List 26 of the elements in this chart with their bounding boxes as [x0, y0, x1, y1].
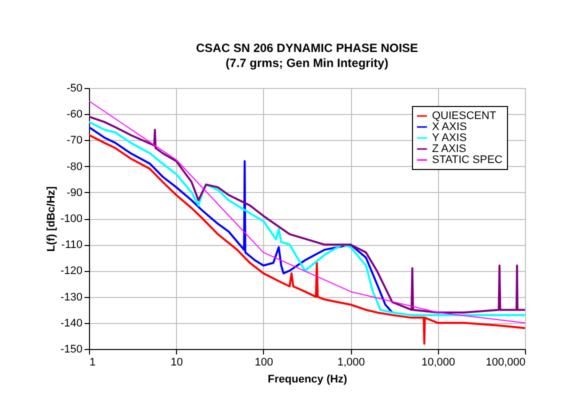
x-tick-label: 10,000	[421, 356, 456, 368]
y-tick-label: -140	[60, 317, 82, 330]
legend-label: X AXIS	[432, 121, 467, 133]
y-tick-label: -130	[60, 291, 82, 304]
x-axis-title: Frequency (Hz)	[268, 374, 348, 386]
chart-subtitle: (7.7 grms; Gen Min Integrity)	[226, 56, 388, 70]
x-tick-label: 100,000	[486, 356, 526, 368]
legend-label: Z AXIS	[432, 143, 466, 155]
x-tick-label: 100	[254, 356, 274, 368]
legend-label: STATIC SPEC	[432, 154, 503, 166]
y-tick-label: -150	[60, 344, 82, 356]
y-tick-label: -50	[66, 82, 82, 94]
x-tick-label: 1	[90, 356, 96, 368]
y-tick-label: -110	[61, 239, 82, 252]
y-axis-title: L(f) [dBc/Hz]	[45, 186, 58, 252]
y-tick-label: -100	[60, 213, 82, 225]
legend-label: Y AXIS	[432, 132, 467, 144]
y-tick-label: -80	[66, 160, 82, 173]
legend-label: QUIESCENT	[432, 110, 496, 122]
y-tick-label: -60	[66, 108, 82, 121]
y-tick-label: -70	[66, 134, 82, 147]
chart-title: CSAC SN 206 DYNAMIC PHASE NOISE	[196, 41, 418, 55]
y-tick-label: -120	[60, 265, 82, 278]
y-tick-label: -90	[66, 186, 82, 199]
x-tick-label: 1,000	[337, 356, 365, 368]
x-tick-label: 10	[170, 356, 183, 368]
